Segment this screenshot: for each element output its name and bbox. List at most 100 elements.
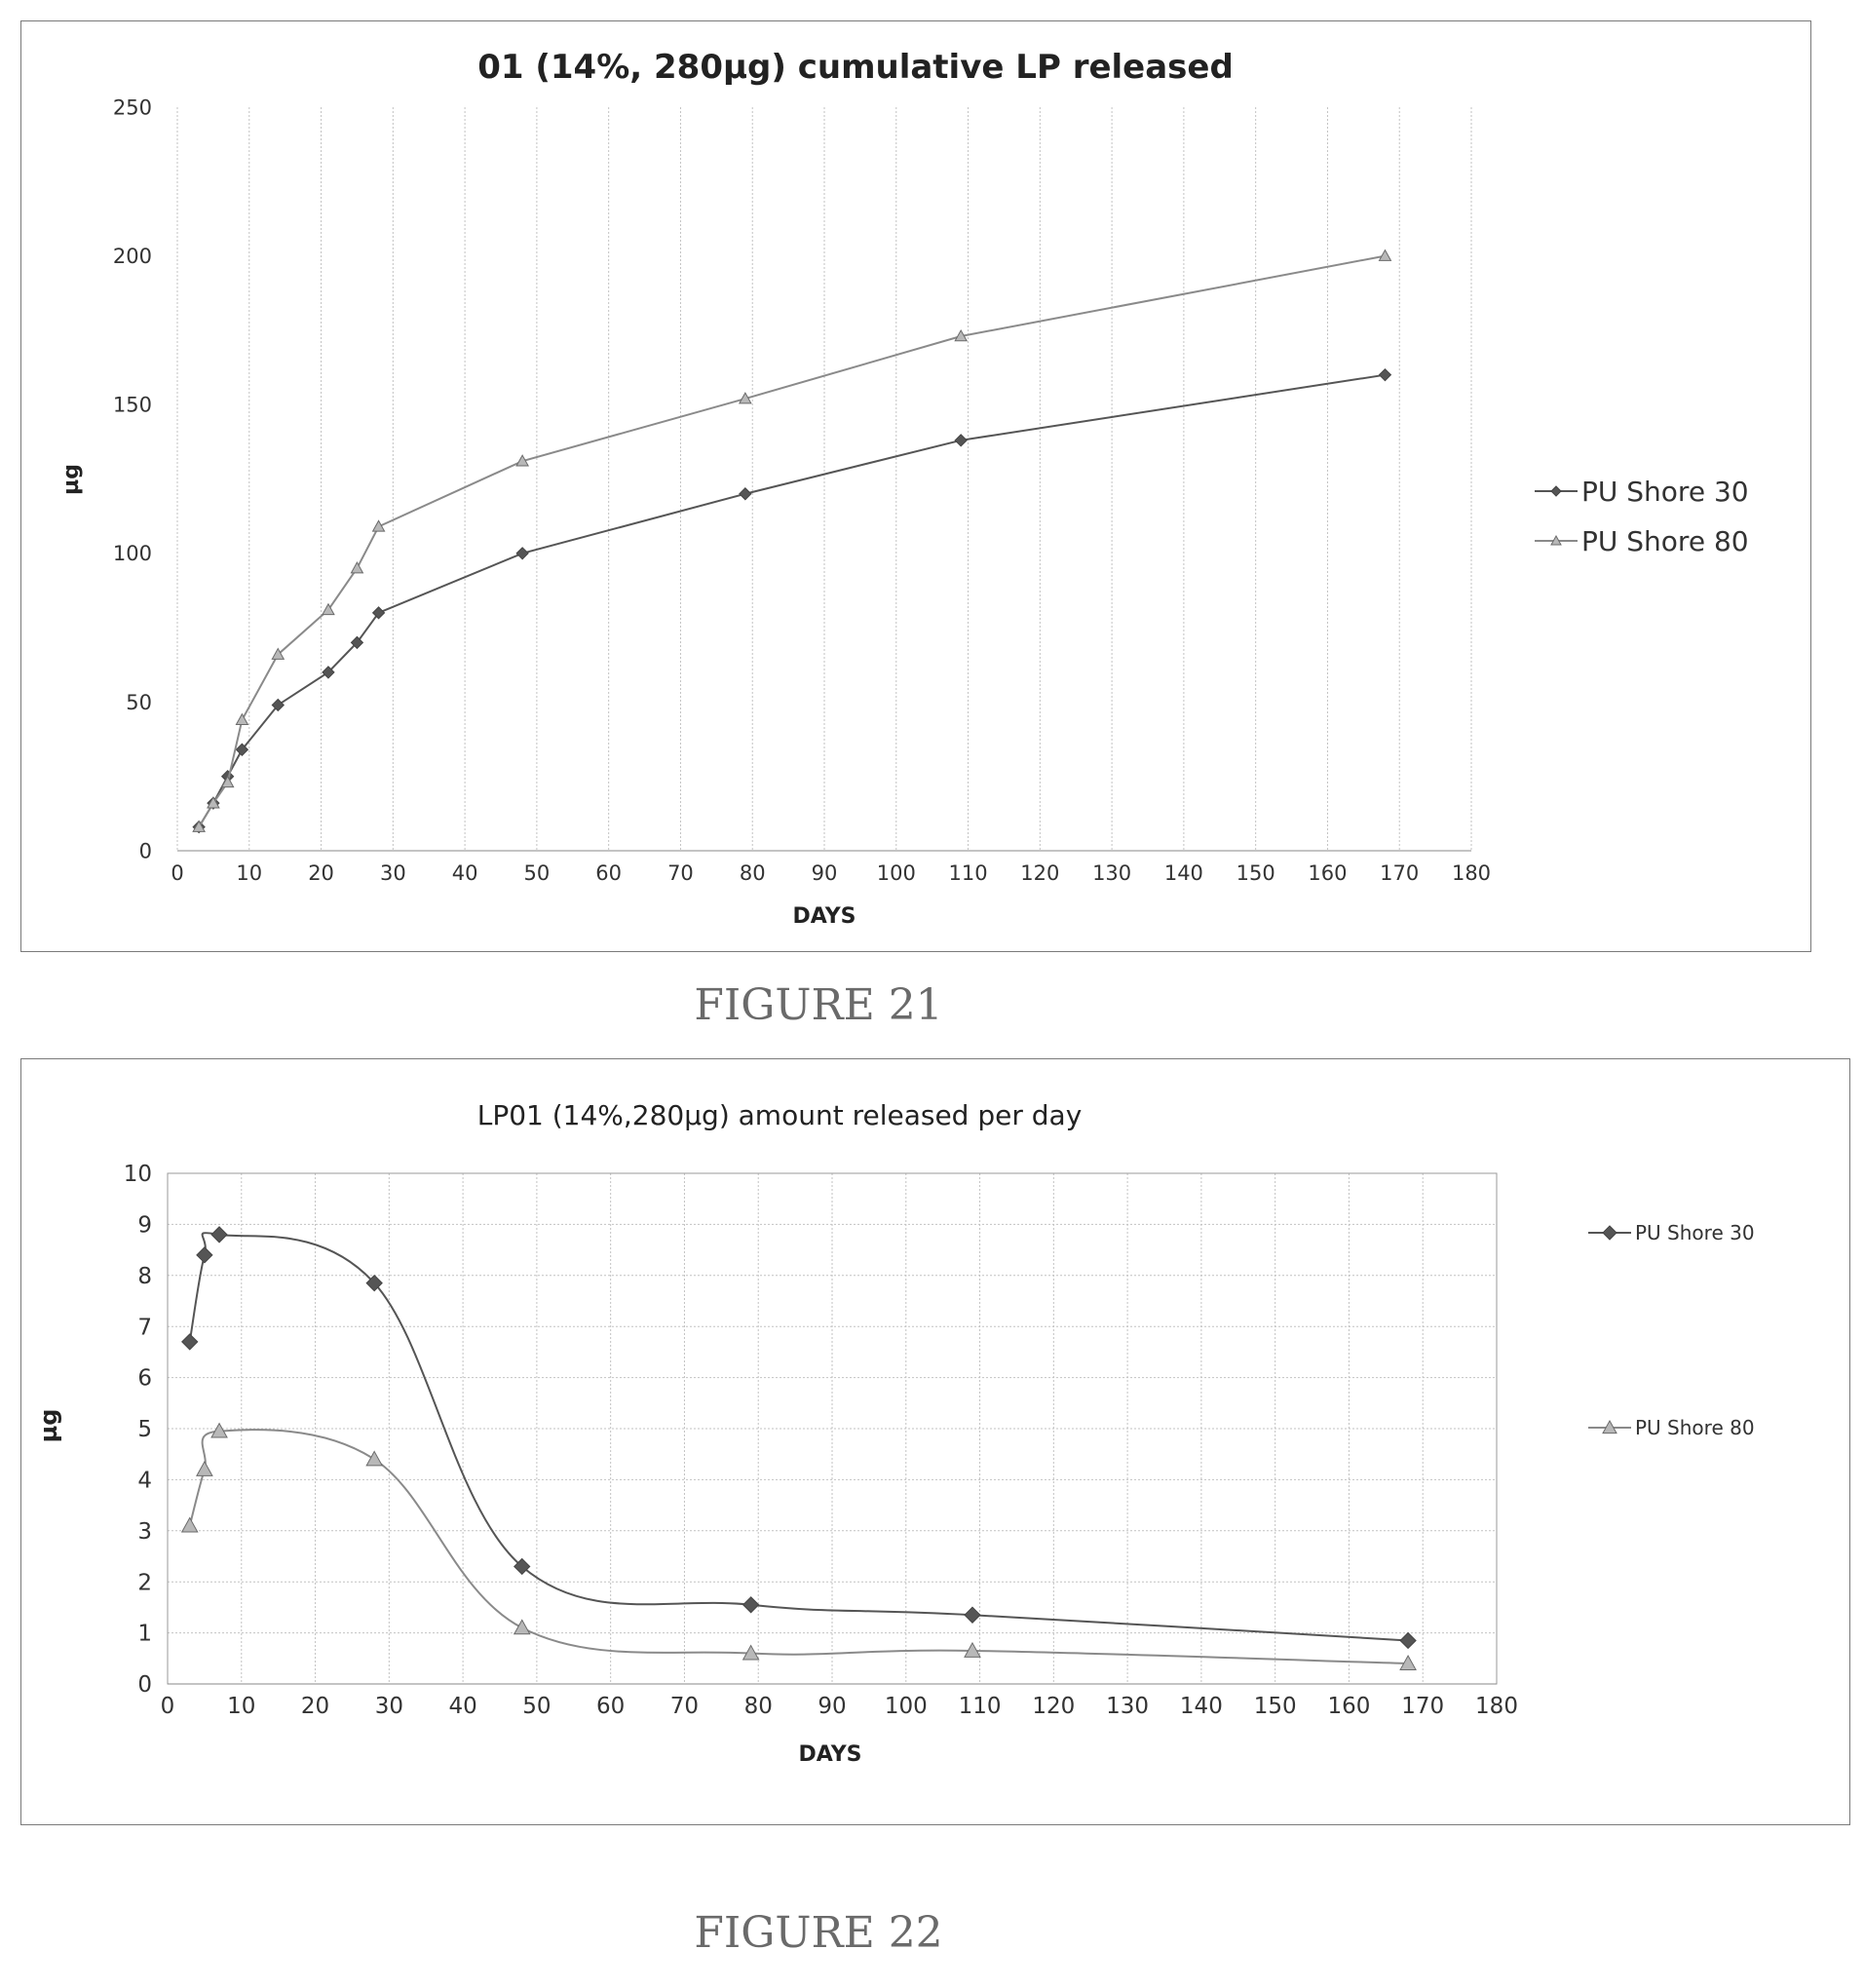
data-point-series-1 bbox=[365, 1274, 383, 1292]
x-axis-label: DAYS bbox=[793, 904, 856, 929]
data-point-series-1 bbox=[1399, 1631, 1417, 1650]
y-tick-label: 5 bbox=[137, 1417, 152, 1442]
x-tick-label: 150 bbox=[1254, 1694, 1297, 1719]
x-tick-label: 80 bbox=[744, 1694, 773, 1719]
x-tick-label: 30 bbox=[380, 861, 406, 885]
y-tick-label: 6 bbox=[137, 1366, 152, 1392]
data-point-series-2 bbox=[210, 1422, 228, 1438]
x-tick-label: 170 bbox=[1401, 1694, 1444, 1719]
chart-panel-per-day: LP01 (14%,280µg) amount released per day… bbox=[20, 1058, 1850, 1825]
x-tick-label: 110 bbox=[949, 861, 988, 885]
x-tick-label: 10 bbox=[227, 1694, 255, 1719]
data-point-series-1 bbox=[371, 606, 386, 620]
data-point-series-1 bbox=[739, 487, 752, 501]
data-point-series-1 bbox=[196, 1246, 213, 1264]
data-point-series-2 bbox=[738, 392, 752, 404]
data-point-series-1 bbox=[210, 1226, 228, 1243]
data-point-series-2 bbox=[1399, 1655, 1417, 1670]
x-tick-label: 20 bbox=[308, 861, 334, 885]
data-point-series-2 bbox=[192, 820, 206, 832]
y-axis-label: µg bbox=[59, 464, 84, 495]
chart-cumulative-svg: 01 (14%, 280µg) cumulative LP released 0 1… bbox=[59, 48, 1749, 929]
y-tick-label: 150 bbox=[113, 394, 152, 417]
y-tick-label: 1 bbox=[137, 1622, 152, 1647]
data-point-series-2 bbox=[964, 1641, 981, 1658]
data-point-series-2 bbox=[207, 796, 220, 809]
x-tick-label: 130 bbox=[1106, 1694, 1149, 1719]
data-point-series-1 bbox=[515, 547, 529, 560]
y-tick-label: 0 bbox=[139, 839, 152, 862]
chart-title: LP01 (14%,280µg) amount released per day bbox=[477, 1099, 1083, 1131]
x-tick-label: 160 bbox=[1308, 861, 1347, 885]
data-point-series-2 bbox=[371, 519, 386, 532]
x-tick-label: 90 bbox=[818, 1694, 846, 1719]
x-tick-label: 120 bbox=[1020, 861, 1059, 885]
series-line-2 bbox=[188, 1429, 1409, 1665]
x-tick-label: 100 bbox=[877, 861, 916, 885]
y-tick-label: 250 bbox=[113, 96, 152, 119]
data-point-series-2 bbox=[220, 775, 235, 788]
data-point-series-1 bbox=[964, 1606, 981, 1624]
x-tick-label: 0 bbox=[171, 861, 183, 885]
x-tick-label: 70 bbox=[667, 861, 694, 885]
data-point-series-1 bbox=[742, 1596, 760, 1614]
x-tick-label: 180 bbox=[1475, 1694, 1518, 1719]
x-tick-label: 60 bbox=[595, 861, 622, 885]
data-point-series-2 bbox=[180, 1516, 199, 1533]
data-point-series-1 bbox=[350, 635, 364, 650]
x-tick-label: 70 bbox=[670, 1694, 699, 1719]
x-tick-label: 130 bbox=[1092, 861, 1131, 885]
x-axis-label: DAYS bbox=[799, 1742, 862, 1767]
x-tick-label: 10 bbox=[236, 861, 262, 885]
series-line-1 bbox=[198, 373, 1386, 828]
data-point-series-1 bbox=[271, 698, 285, 712]
data-point-series-2 bbox=[350, 561, 364, 574]
data-point-series-1 bbox=[181, 1333, 199, 1351]
data-point-series-2 bbox=[742, 1644, 760, 1661]
series-line-2 bbox=[198, 254, 1386, 828]
x-tick-label: 140 bbox=[1180, 1694, 1223, 1719]
x-tick-label: 40 bbox=[448, 1694, 476, 1719]
x-tick-label: 180 bbox=[1452, 861, 1491, 885]
legend-marker-2 bbox=[1550, 534, 1562, 546]
y-tick-label: 0 bbox=[137, 1672, 152, 1698]
x-tick-label: 50 bbox=[524, 861, 551, 885]
data-point-series-2 bbox=[513, 1619, 531, 1635]
y-tick-label: 50 bbox=[126, 691, 152, 714]
data-point-series-2 bbox=[515, 454, 529, 467]
legend-label-2: PU Shore 80 bbox=[1635, 1416, 1755, 1439]
x-tick-label: 140 bbox=[1164, 861, 1203, 885]
x-tick-label: 30 bbox=[375, 1694, 403, 1719]
y-tick-label: 100 bbox=[113, 542, 152, 565]
y-tick-label: 10 bbox=[124, 1162, 152, 1187]
data-point-series-2 bbox=[196, 1460, 213, 1476]
legend-label-1: PU Shore 30 bbox=[1581, 476, 1749, 508]
data-point-series-1 bbox=[514, 1557, 531, 1576]
data-point-series-2 bbox=[365, 1450, 384, 1467]
x-tick-label: 0 bbox=[161, 1694, 175, 1719]
data-point-series-2 bbox=[271, 647, 285, 660]
data-point-series-2 bbox=[322, 602, 335, 616]
legend-label-1: PU Shore 30 bbox=[1635, 1221, 1755, 1244]
x-tick-label: 50 bbox=[522, 1694, 551, 1719]
legend-label-2: PU Shore 80 bbox=[1581, 525, 1749, 557]
legend-marker-1 bbox=[1550, 485, 1562, 497]
y-tick-label: 2 bbox=[137, 1570, 152, 1595]
data-point-series-2 bbox=[1378, 248, 1392, 261]
data-point-series-2 bbox=[235, 712, 249, 726]
data-point-series-1 bbox=[954, 434, 968, 447]
x-tick-label: 110 bbox=[959, 1694, 1002, 1719]
chart-panel-cumulative: 01 (14%, 280µg) cumulative LP released 0 1… bbox=[20, 20, 1811, 952]
x-tick-label: 80 bbox=[740, 861, 766, 885]
y-tick-label: 9 bbox=[137, 1212, 152, 1238]
y-tick-label: 7 bbox=[137, 1315, 152, 1340]
x-tick-label: 60 bbox=[596, 1694, 625, 1719]
figure-21-caption: FIGURE 21 bbox=[694, 980, 943, 1030]
x-tick-label: 160 bbox=[1327, 1694, 1370, 1719]
x-tick-label: 40 bbox=[452, 861, 478, 885]
y-axis-label: µg bbox=[35, 1409, 62, 1443]
y-tick-label: 200 bbox=[113, 245, 152, 268]
series-line-1 bbox=[188, 1232, 1409, 1642]
x-tick-label: 120 bbox=[1032, 1694, 1075, 1719]
chart-per-day-svg: LP01 (14%,280µg) amount released per day… bbox=[35, 1099, 1755, 1767]
